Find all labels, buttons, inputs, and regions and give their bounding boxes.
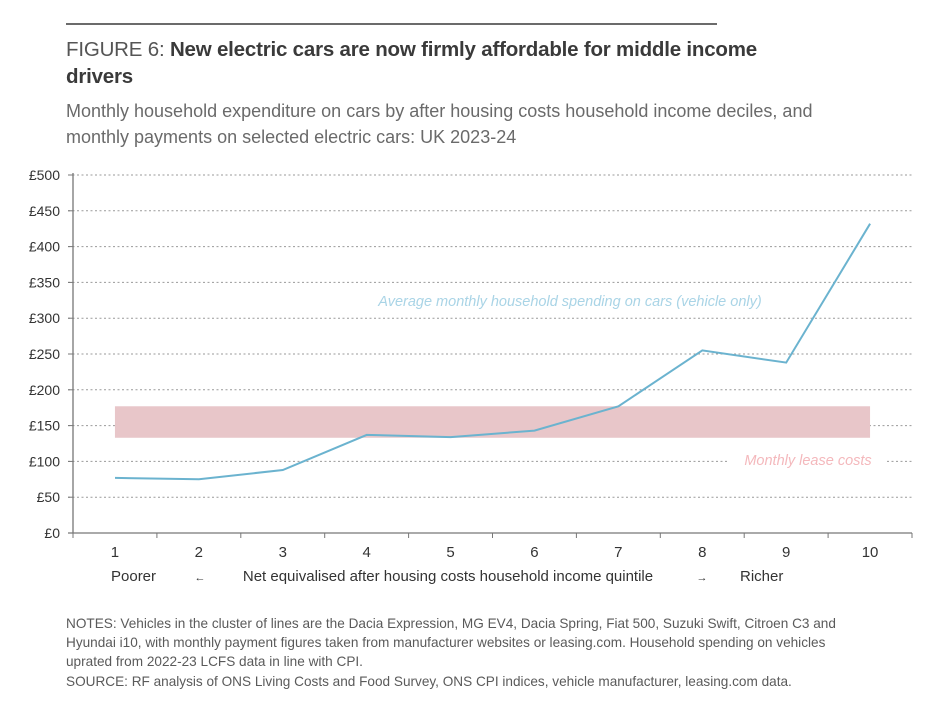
- x-label-left-arrow: ←: [195, 572, 206, 584]
- y-tick-label: £350: [29, 274, 60, 290]
- x-tick-label: 4: [362, 544, 370, 561]
- series-annotation: Average monthly household spending on ca…: [377, 294, 761, 310]
- band-annotation: Monthly lease costs: [744, 453, 871, 469]
- x-tick-label: 1: [111, 544, 119, 561]
- figure-label: FIGURE 6:: [66, 38, 170, 61]
- x-tick-labels: 1 2 3 4 5 6 7 8 9 10: [111, 544, 879, 561]
- x-tick-label: 9: [782, 544, 790, 561]
- axes: [68, 173, 913, 538]
- x-tick-label: 5: [446, 544, 454, 561]
- y-tick-label: £150: [29, 418, 60, 434]
- series-line-spending: [114, 223, 871, 481]
- top-rule: [66, 23, 717, 25]
- figure-subtitle: Monthly household expenditure on cars by…: [66, 101, 813, 147]
- lease-cost-band: [114, 406, 871, 438]
- y-tick-label: £0: [44, 525, 60, 541]
- lease-band-group: [114, 406, 871, 438]
- y-tick-label: £500: [29, 167, 60, 183]
- lease-label-background: [728, 452, 886, 468]
- x-label-center: Net equivalised after housing costs hous…: [243, 568, 653, 585]
- figure-title: FIGURE 6: New electric cars are now firm…: [66, 36, 766, 90]
- x-tick-label: 10: [862, 544, 879, 561]
- source-text: SOURCE: RF analysis of ONS Living Costs …: [66, 673, 792, 689]
- x-label-right-arrow: →: [697, 572, 708, 584]
- annotations: Average monthly household spending on ca…: [377, 294, 886, 469]
- x-tick-label: 2: [195, 544, 203, 561]
- y-tick-label: £450: [29, 203, 60, 219]
- x-label-poorer: Poorer: [111, 568, 156, 585]
- x-label-richer: Richer: [740, 568, 783, 585]
- y-tick-label: £200: [29, 382, 60, 398]
- y-tick-label: £250: [29, 346, 60, 362]
- x-axis-label: Poorer ← Net equivalised after housing c…: [111, 568, 783, 585]
- chart: £0 £50 £100 £150 £200 £250 £300 £350 £400 £450 £50…: [29, 167, 913, 585]
- figure-title-text: New electric cars are now firmly afforda…: [66, 38, 757, 88]
- x-tick-label: 8: [698, 544, 706, 561]
- x-tick-label: 7: [614, 544, 622, 561]
- y-tick-labels: £0 £50 £100 £150 £200 £250 £300 £350 £400 £450 £50…: [29, 167, 60, 541]
- y-tick-label: £300: [29, 310, 60, 326]
- notes-block: NOTES: Vehicles in the cluster of lines …: [66, 614, 866, 691]
- y-tick-label: £50: [37, 489, 61, 505]
- y-tick-label: £400: [29, 239, 60, 255]
- x-tick-label: 6: [530, 544, 538, 561]
- series-group: [114, 223, 871, 481]
- y-tick-label: £100: [29, 453, 60, 469]
- notes-text: NOTES: Vehicles in the cluster of lines …: [66, 616, 836, 670]
- x-tick-label: 3: [279, 544, 287, 561]
